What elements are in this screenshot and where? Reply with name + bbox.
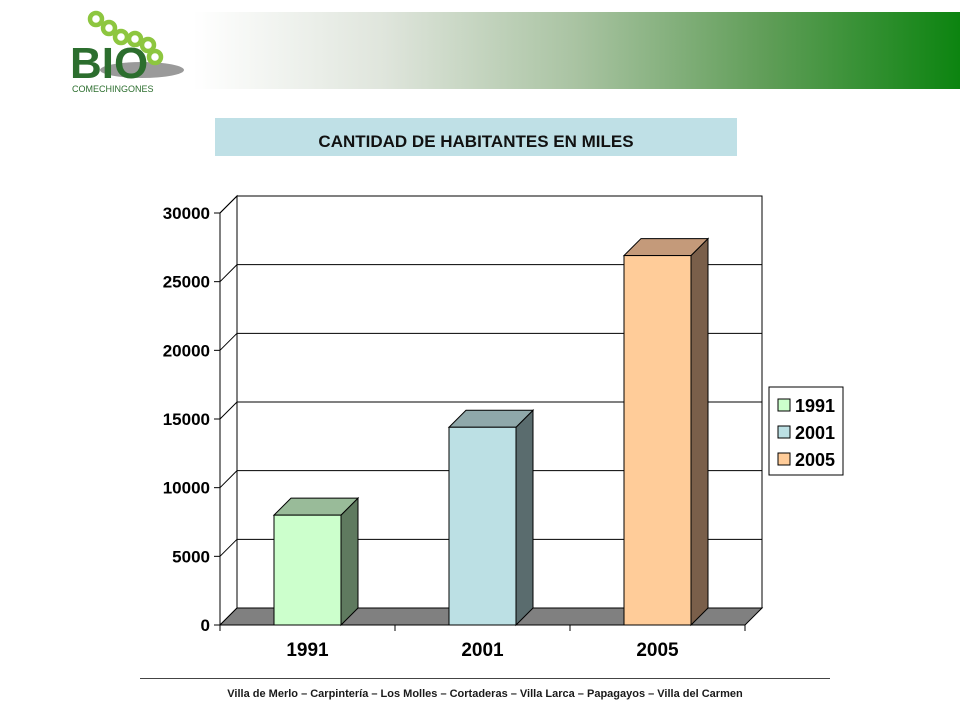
y-tick-label: 25000: [163, 273, 210, 292]
bar-chart: 0 5000 10000 15000 20000 25000 30000 1991 2001 2…: [163, 194, 844, 661]
logo-subtitle: COMECHINGONES: [72, 84, 154, 94]
gridline: [219, 332, 762, 351]
bar-side: [340, 496, 359, 627]
bar-2001: [447, 409, 535, 627]
gridline: [219, 470, 762, 489]
gridline: [219, 195, 762, 214]
footer-locations: Villa de Merlo – Carpintería – Los Molle…: [227, 688, 743, 700]
legend-swatch: [777, 398, 791, 412]
y-tick-label: 15000: [163, 410, 210, 429]
bar-front: [623, 255, 692, 626]
y-tick-label: 20000: [163, 341, 210, 360]
chart-title: CANTIDAD DE HABITANTES EN MILES: [215, 118, 737, 156]
legend-swatch: [777, 425, 791, 439]
legend-label: 1991: [795, 396, 835, 416]
x-tick-label: 2005: [636, 640, 679, 661]
bar-front: [448, 426, 517, 626]
legend-label: 2001: [795, 423, 835, 443]
gridline: [219, 401, 762, 420]
logo-word: BIO: [70, 39, 148, 88]
legend-swatch: [777, 452, 791, 466]
x-tick-label: 1991: [286, 640, 329, 661]
bar-1991: [272, 496, 360, 627]
chart-legend: 1991 2001 2005: [768, 386, 844, 476]
y-tick-label: 30000: [163, 204, 210, 223]
bio-comechingones-logo: BIO COMECHINGONES: [70, 10, 184, 94]
logo-circles: [87, 10, 164, 66]
chart-gridlines: [219, 195, 762, 557]
x-tick-label: 2001: [461, 640, 504, 661]
y-tick-label: 10000: [163, 479, 210, 498]
bar-2005: [622, 237, 710, 627]
y-tick-label: 0: [201, 616, 210, 635]
logo-shadow: [100, 62, 184, 78]
y-tick-labels: 0 5000 10000 15000 20000 25000 30000: [163, 204, 210, 635]
header-gradient-band: [193, 12, 960, 89]
legend-label: 2005: [795, 450, 835, 470]
footer-divider: [140, 678, 830, 679]
gridline: [219, 538, 762, 557]
gridline: [219, 264, 762, 283]
x-tick-labels: 1991 2001 2005: [286, 640, 679, 661]
bar-front: [273, 514, 342, 626]
bar-side: [690, 237, 709, 627]
bar-side: [515, 409, 534, 627]
chart-bars: [272, 237, 710, 627]
y-tick-label: 5000: [172, 547, 210, 566]
